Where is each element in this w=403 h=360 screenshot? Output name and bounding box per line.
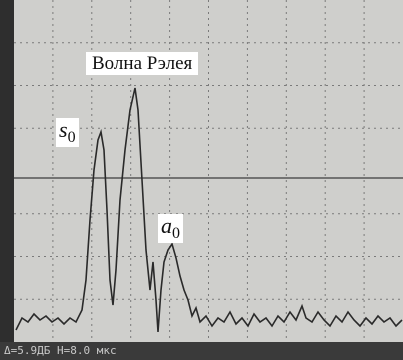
oscilloscope-screen: Волна Рэлея s0 a0 Δ=5.9ДБ Н=8.0 мкс bbox=[0, 0, 403, 360]
display bbox=[0, 0, 403, 360]
label-subscript: 0 bbox=[68, 129, 76, 146]
s0-label: s0 bbox=[56, 118, 79, 147]
label-text: s bbox=[59, 117, 68, 142]
wave-title: Волна Рэлея bbox=[86, 52, 198, 75]
screen-area bbox=[14, 0, 403, 342]
status-bar: Δ=5.9ДБ Н=8.0 мкс bbox=[0, 342, 403, 360]
label-text: a bbox=[161, 213, 172, 238]
label-subscript: 0 bbox=[172, 225, 180, 242]
a0-label: a0 bbox=[158, 214, 183, 243]
